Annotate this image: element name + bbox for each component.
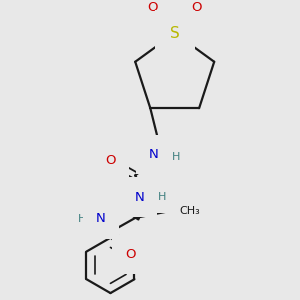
Text: O: O [148,1,158,14]
Text: N: N [96,212,105,225]
Text: O: O [125,248,136,261]
Text: N: N [149,148,159,161]
Text: H: H [172,152,180,162]
Text: H: H [78,214,87,224]
Text: O: O [191,1,202,14]
Text: CH₃: CH₃ [180,206,200,216]
Text: S: S [170,26,180,40]
Text: H: H [158,192,166,202]
Polygon shape [132,197,148,220]
Text: O: O [105,154,116,167]
Text: N: N [134,191,144,204]
